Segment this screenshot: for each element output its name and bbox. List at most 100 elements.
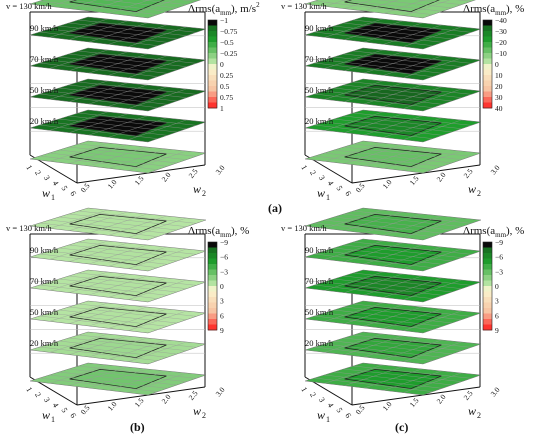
colorbar-tick-label: −9	[220, 238, 228, 247]
colorbar-tick-label: 6	[220, 311, 224, 320]
colorbar-segment	[483, 102, 492, 109]
colorbar-segment	[208, 258, 217, 265]
speed-label: 20 km/h	[305, 338, 334, 348]
surface-contour-band	[69, 214, 167, 234]
w1-tick-label: 5	[334, 406, 344, 414]
w2-axis-subscript: 2	[202, 189, 206, 198]
colorbar-segment	[208, 247, 217, 254]
w2-tick-label: 1.0	[381, 400, 394, 413]
surface-contour-band	[69, 85, 167, 105]
colorbar-segment	[483, 42, 492, 48]
w1-tick-label: 2	[308, 169, 318, 177]
chart-panel-a2: v = 130 km/h 90 km/h 70 km/h 50 km/h 20 km/h…	[275, 0, 550, 205]
speed-label: 50 km/h	[305, 85, 334, 95]
colorbar-segment	[208, 69, 217, 76]
colorbar-segment	[483, 58, 492, 65]
colorbar-tick-label: 0	[220, 282, 224, 291]
w2-tick-label: 0.5	[79, 181, 92, 194]
speed-label: 50 km/h	[30, 85, 59, 95]
surface-contour-band	[344, 276, 442, 296]
surface-contour-band	[344, 85, 442, 105]
surface-contour-band	[344, 369, 442, 389]
colorbar-tick-label: −0.25	[220, 49, 238, 58]
surface-contour-band	[344, 54, 442, 74]
w1-tick-label: 6	[68, 190, 78, 198]
surface-layer	[304, 16, 482, 50]
colorbar-title: Δrms(amm), %	[463, 3, 524, 17]
colorbar-segment	[208, 280, 217, 287]
w1-tick-label: 4	[326, 401, 336, 409]
surface-contour-band	[344, 338, 442, 358]
colorbar: −1 −0.75 −0.5 −0.25 0 0.25 0.5 0.75 1	[207, 16, 238, 113]
surface-contour-band	[69, 276, 167, 296]
surface-contour-band	[69, 54, 167, 74]
chart-panel-c: v = 130 km/h 90 km/h 70 km/h 50 km/h 20 km/h…	[275, 207, 550, 427]
w2-tick-label: 2.0	[435, 170, 448, 183]
surface-contour-band	[69, 147, 167, 167]
colorbar-tick-label: 3	[220, 297, 224, 306]
surface-contour-band	[69, 307, 167, 327]
speed-label-top: v = 130 km/h	[281, 1, 327, 11]
colorbar-segment	[208, 313, 217, 320]
colorbar-segment	[483, 302, 492, 309]
colorbar-tick-label: 10	[495, 71, 503, 80]
colorbar-segment	[483, 319, 492, 325]
chart-svg-a: v = 130 km/h 90 km/h 70 km/h 50 km/h 20 km/h…	[6, 0, 260, 202]
surface-contour-band	[344, 23, 442, 43]
w2-tick-label: 0.5	[79, 403, 92, 416]
colorbar-segment	[208, 64, 217, 70]
colorbar-segment	[483, 69, 492, 76]
w1-tick-label: 2	[308, 391, 318, 399]
surface-contour-band	[344, 116, 442, 136]
w2-tick-label: 2.0	[160, 392, 173, 405]
colorbar-tick-label: 30	[495, 93, 503, 102]
colorbar-tick-label: 0	[220, 60, 224, 69]
colorbar-segment	[483, 53, 492, 59]
w2-tick-label: 3.0	[489, 163, 502, 176]
w1-tick-label: 3	[317, 174, 327, 182]
w1-tick-label: 6	[68, 412, 78, 420]
surface-layer-top	[304, 207, 482, 241]
colorbar-segment	[483, 20, 492, 26]
colorbar-segment	[483, 31, 492, 37]
surface-contour-band	[344, 147, 442, 167]
colorbar-segment	[208, 319, 217, 325]
colorbar-segment	[208, 286, 217, 292]
surface-layer	[29, 331, 207, 365]
surface-contour-band	[344, 214, 442, 234]
colorbar-tick-label: 0	[495, 282, 499, 291]
w2-tick-label: 1.0	[106, 400, 119, 413]
chart-panel-b: v = 130 km/h 90 km/h 70 km/h 50 km/h 20 km/h…	[0, 207, 275, 427]
surface-contour-band	[69, 116, 167, 136]
w1-tick-label: 5	[334, 184, 344, 192]
surface-contour-band	[69, 23, 167, 43]
panel-label: (a)	[268, 201, 282, 215]
chart-svg-c: v = 130 km/h 90 km/h 70 km/h 50 km/h 20 km/h…	[281, 207, 524, 424]
colorbar-tick-label: −1	[220, 16, 228, 25]
w2-axis-subscript: 2	[477, 189, 481, 198]
colorbar-tick-label: 9	[495, 326, 499, 335]
w1-tick-label: 1	[24, 386, 34, 394]
w1-axis-label: w	[42, 186, 50, 200]
colorbar-segment	[483, 308, 492, 314]
surface-layer	[29, 140, 207, 174]
surface-layer	[29, 47, 207, 81]
colorbar-tick-label: 40	[495, 104, 503, 113]
colorbar-segment	[208, 102, 217, 109]
speed-label: 90 km/h	[30, 23, 59, 33]
colorbar-segment	[483, 286, 492, 292]
w2-tick-label: 2.5	[462, 389, 475, 402]
colorbar-tick-label: −6	[495, 253, 503, 262]
colorbar-segment	[483, 64, 492, 70]
colorbar-segment	[483, 324, 492, 331]
surface-layer	[29, 78, 207, 112]
w2-tick-label: 1.0	[381, 178, 394, 191]
colorbar-segment	[483, 91, 492, 98]
colorbar-segment	[208, 20, 217, 26]
surface-layer	[304, 331, 482, 365]
surface-contour-band	[69, 245, 167, 265]
w2-tick-label: 2.0	[435, 392, 448, 405]
surface-layer	[29, 300, 207, 334]
colorbar-segment	[483, 291, 492, 298]
